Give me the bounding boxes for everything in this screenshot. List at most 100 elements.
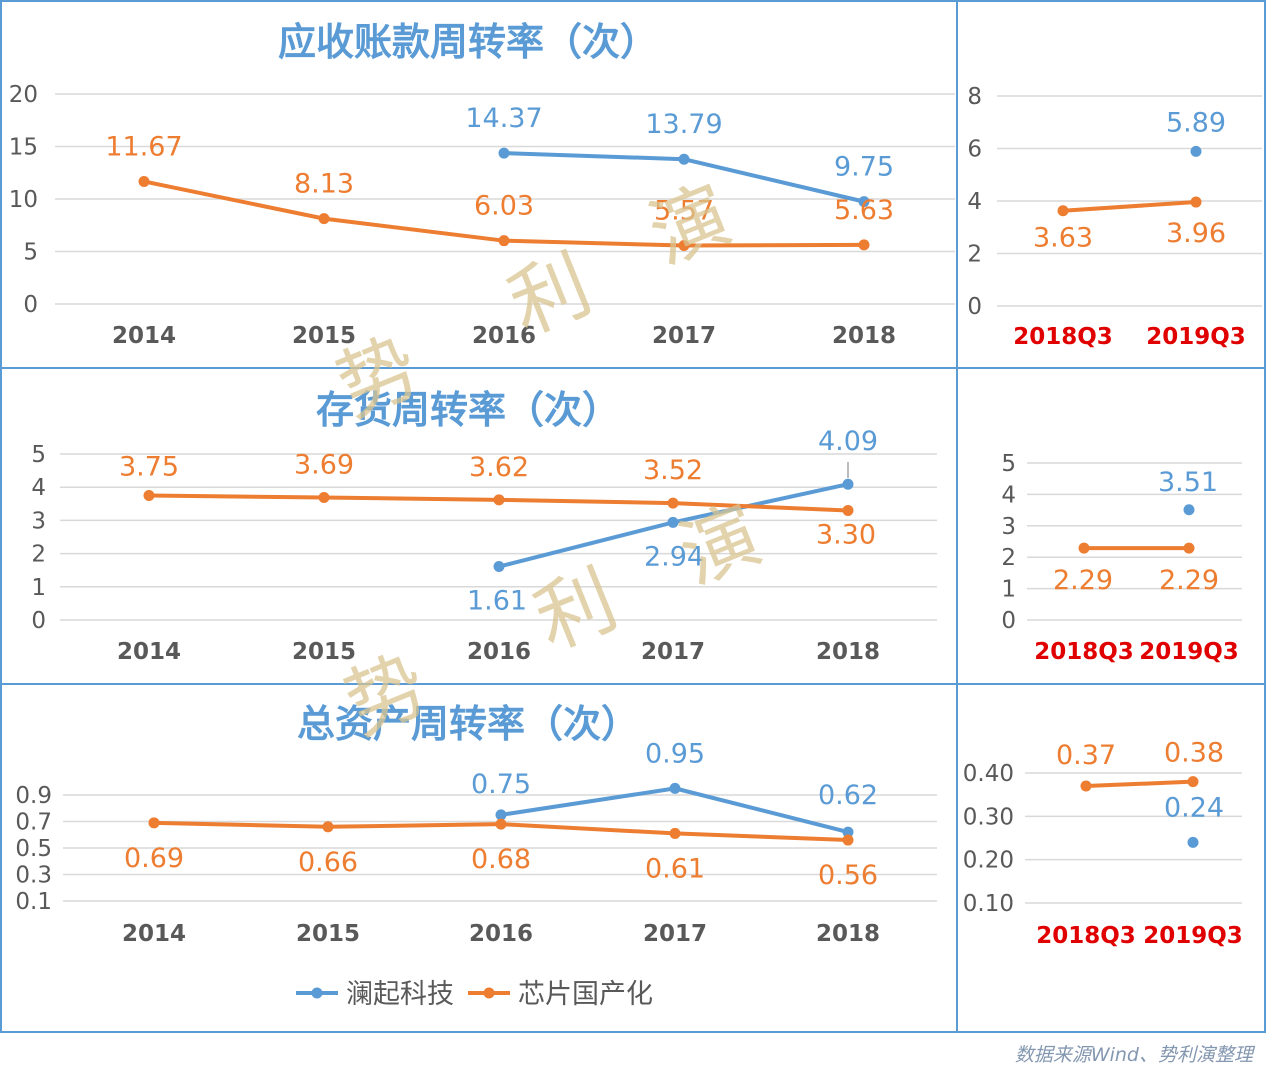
data-point — [1080, 780, 1092, 792]
data-point — [842, 504, 854, 516]
data-label: 0.75 — [471, 769, 531, 800]
data-point — [493, 561, 505, 573]
data-label: 3.52 — [643, 455, 703, 486]
legend-marker — [483, 987, 495, 999]
y-tick-label: 0.9 — [15, 783, 52, 809]
chart-inventory-annual: 0 1 2 3 4 5 2014 2015 2016 2017 2018 存货周转率（次） 1.61 2.… — [31, 388, 937, 665]
data-point — [1190, 196, 1202, 208]
x-tick-label: 2017 — [643, 921, 707, 947]
y-tick-label: 0.5 — [15, 836, 52, 862]
data-label: 13.79 — [645, 109, 722, 140]
data-label: 0.24 — [1164, 792, 1224, 823]
data-label: 0.37 — [1056, 740, 1116, 771]
series-line — [1085, 779, 1194, 788]
y-tick-label: 0.1 — [15, 889, 52, 915]
x-tick-label: 2018Q3 — [1034, 639, 1134, 665]
data-point — [143, 490, 155, 501]
data-point — [1183, 504, 1195, 516]
x-tick-label: 2019Q3 — [1143, 923, 1243, 949]
x-tick-label: 2015 — [292, 639, 356, 665]
legend-label: 芯片国产化 — [518, 979, 653, 1010]
data-label: 14.37 — [465, 103, 542, 134]
y-tick-label: 4 — [31, 475, 46, 501]
x-tick-label: 2017 — [641, 639, 705, 665]
y-tick-label: 0 — [23, 292, 38, 318]
x-tick-label: 2015 — [292, 323, 356, 349]
data-label: 3.69 — [294, 449, 354, 480]
chart-receivable-annual: 0 5 10 15 20 2014 2015 2016 2017 2018 应收账款周转率（次） 14… — [9, 20, 955, 349]
legend-marker — [311, 987, 323, 999]
data-label: 2.29 — [1053, 565, 1113, 596]
y-tick-label: 5 — [31, 442, 46, 468]
data-point — [678, 153, 690, 165]
data-label: 0.62 — [818, 780, 878, 811]
y-tick-label: 3 — [1001, 514, 1016, 540]
data-label: 8.13 — [294, 169, 354, 200]
y-tick-label: 15 — [9, 135, 38, 161]
chart-total-asset-annual: 0.10.30.50.70.9 2014 2015 2016 2017 2018 总资产周转… — [15, 702, 937, 947]
x-tick-label: 2018Q3 — [1036, 923, 1136, 949]
panel-frame — [956, 683, 1266, 1033]
x-tick-label: 2017 — [652, 323, 716, 349]
y-tick-label: 2 — [967, 242, 982, 268]
data-point — [498, 235, 510, 247]
data-label: 3.63 — [1033, 223, 1093, 254]
legend-item: 芯片国产化 — [468, 979, 653, 1010]
data-point — [1187, 776, 1199, 788]
data-point — [318, 213, 330, 225]
data-label: 4.09 — [818, 426, 878, 457]
chart-title: 应收账款周转率（次） — [278, 20, 658, 64]
data-label: 0.66 — [298, 847, 358, 878]
data-label: 3.75 — [119, 452, 179, 483]
series-line — [1062, 200, 1197, 213]
y-tick-label: 1 — [31, 575, 46, 601]
y-tick-label: 0 — [967, 294, 982, 320]
x-tick-label: 2016 — [469, 921, 533, 947]
data-label: 0.68 — [471, 844, 531, 875]
y-tick-label: 0.7 — [15, 810, 52, 836]
data-point — [842, 826, 854, 838]
chart-title: 总资产周转率（次） — [297, 702, 639, 746]
data-label: 5.57 — [654, 196, 714, 227]
data-label: 5.63 — [834, 195, 894, 226]
y-tick-label: 3 — [31, 508, 46, 534]
x-tick-label: 2018 — [816, 921, 880, 947]
y-tick-label: 0.10 — [963, 891, 1014, 917]
y-tick-label: 2 — [1001, 545, 1016, 571]
x-tick-label: 2016 — [472, 323, 536, 349]
data-point — [667, 516, 679, 528]
data-point — [1183, 542, 1195, 554]
data-point — [498, 147, 510, 159]
y-tick-label: 8 — [967, 84, 982, 110]
x-tick-label: 2014 — [122, 921, 186, 947]
chart-receivable-quarter: 0 2 4 6 8 2018Q3 2019Q3 5.89 3.63 3.96 — [967, 84, 1262, 350]
y-tick-label: 0.40 — [963, 761, 1014, 787]
x-tick-label: 2018Q3 — [1013, 324, 1113, 350]
y-tick-label: 10 — [9, 187, 38, 213]
data-point — [1078, 542, 1090, 554]
data-point — [858, 239, 870, 251]
data-label: 0.38 — [1164, 738, 1224, 769]
x-tick-label: 2016 — [467, 639, 531, 665]
data-label: 3.96 — [1166, 218, 1226, 249]
data-label: 2.29 — [1159, 565, 1219, 596]
watermark-char: 演 — [637, 170, 743, 283]
data-label: 11.67 — [105, 131, 182, 162]
data-point — [669, 827, 681, 839]
y-tick-label: 1 — [1001, 577, 1016, 603]
y-tick-label: 4 — [1001, 482, 1016, 508]
chart-title: 存货周转率（次） — [316, 388, 620, 432]
x-tick-label: 2018 — [832, 323, 896, 349]
data-label: 6.03 — [474, 191, 534, 222]
y-tick-label: 0.30 — [963, 804, 1014, 830]
x-tick-label: 2019Q3 — [1146, 324, 1246, 350]
x-tick-label: 2019Q3 — [1139, 639, 1239, 665]
data-point — [322, 821, 334, 833]
y-tick-label: 0 — [31, 608, 46, 634]
y-tick-label: 20 — [9, 82, 38, 108]
data-point — [495, 809, 507, 821]
legend: 澜起科技 芯片国产化 — [296, 979, 653, 1010]
